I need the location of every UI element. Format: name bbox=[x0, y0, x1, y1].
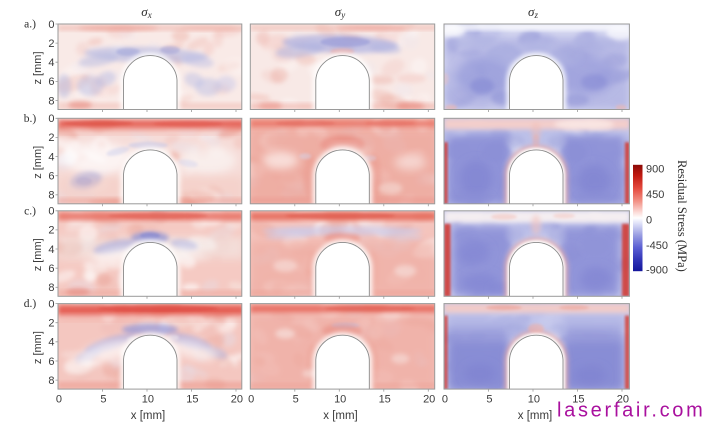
svg-text:σy: σy bbox=[335, 4, 345, 20]
svg-text:z [mm]: z [mm] bbox=[32, 52, 44, 85]
svg-text:z [mm]: z [mm] bbox=[32, 331, 44, 364]
svg-text:0: 0 bbox=[442, 394, 448, 406]
svg-text:5: 5 bbox=[100, 394, 106, 406]
svg-text:-450: -450 bbox=[646, 240, 668, 252]
svg-text:2: 2 bbox=[48, 132, 54, 144]
svg-text:4: 4 bbox=[48, 151, 54, 163]
svg-text:x [mm]: x [mm] bbox=[518, 410, 553, 422]
svg-text:c.): c.) bbox=[24, 205, 36, 217]
svg-text:450: 450 bbox=[646, 189, 664, 201]
svg-text:2: 2 bbox=[48, 225, 54, 237]
svg-text:2: 2 bbox=[48, 38, 54, 50]
svg-text:0: 0 bbox=[48, 298, 54, 310]
svg-text:10: 10 bbox=[528, 394, 540, 406]
svg-text:20: 20 bbox=[423, 394, 435, 406]
svg-text:0: 0 bbox=[646, 214, 652, 226]
svg-text:0: 0 bbox=[248, 394, 254, 406]
svg-text:z [mm]: z [mm] bbox=[32, 146, 44, 179]
svg-text:4: 4 bbox=[48, 337, 54, 349]
svg-text:x [mm]: x [mm] bbox=[323, 410, 358, 422]
svg-text:15: 15 bbox=[379, 394, 391, 406]
svg-text:6: 6 bbox=[48, 170, 54, 182]
svg-text:0: 0 bbox=[48, 206, 54, 218]
svg-text:d.): d.) bbox=[24, 298, 37, 310]
svg-text:σz: σz bbox=[528, 4, 538, 20]
svg-text:0: 0 bbox=[56, 394, 62, 406]
svg-text:5: 5 bbox=[486, 394, 492, 406]
svg-text:0: 0 bbox=[48, 113, 54, 125]
svg-text:z [mm]: z [mm] bbox=[32, 238, 44, 271]
svg-text:8: 8 bbox=[48, 95, 54, 107]
svg-text:6: 6 bbox=[48, 356, 54, 368]
svg-text:0: 0 bbox=[48, 19, 54, 31]
svg-text:2: 2 bbox=[48, 318, 54, 330]
svg-text:x [mm]: x [mm] bbox=[131, 410, 166, 422]
svg-text:15: 15 bbox=[572, 394, 584, 406]
svg-text:10: 10 bbox=[334, 394, 346, 406]
svg-text:a.): a.) bbox=[24, 19, 36, 31]
svg-text:6: 6 bbox=[48, 76, 54, 88]
svg-text:8: 8 bbox=[48, 375, 54, 387]
svg-text:8: 8 bbox=[48, 190, 54, 202]
svg-text:6: 6 bbox=[48, 263, 54, 275]
svg-text:5: 5 bbox=[293, 394, 299, 406]
svg-text:900: 900 bbox=[646, 163, 664, 175]
svg-text:4: 4 bbox=[48, 244, 54, 256]
svg-text:σx: σx bbox=[141, 4, 151, 20]
svg-text:b.): b.) bbox=[24, 113, 37, 125]
svg-text:20: 20 bbox=[231, 394, 243, 406]
svg-text:20: 20 bbox=[617, 394, 629, 406]
svg-text:15: 15 bbox=[186, 394, 198, 406]
svg-text:laserfair.com: laserfair.com bbox=[557, 399, 705, 421]
svg-text:8: 8 bbox=[48, 282, 54, 294]
svg-text:10: 10 bbox=[142, 394, 154, 406]
svg-text:4: 4 bbox=[48, 57, 54, 69]
svg-text:Residual Stress (MPa): Residual Stress (MPa) bbox=[675, 160, 689, 272]
svg-text:-900: -900 bbox=[646, 264, 668, 276]
